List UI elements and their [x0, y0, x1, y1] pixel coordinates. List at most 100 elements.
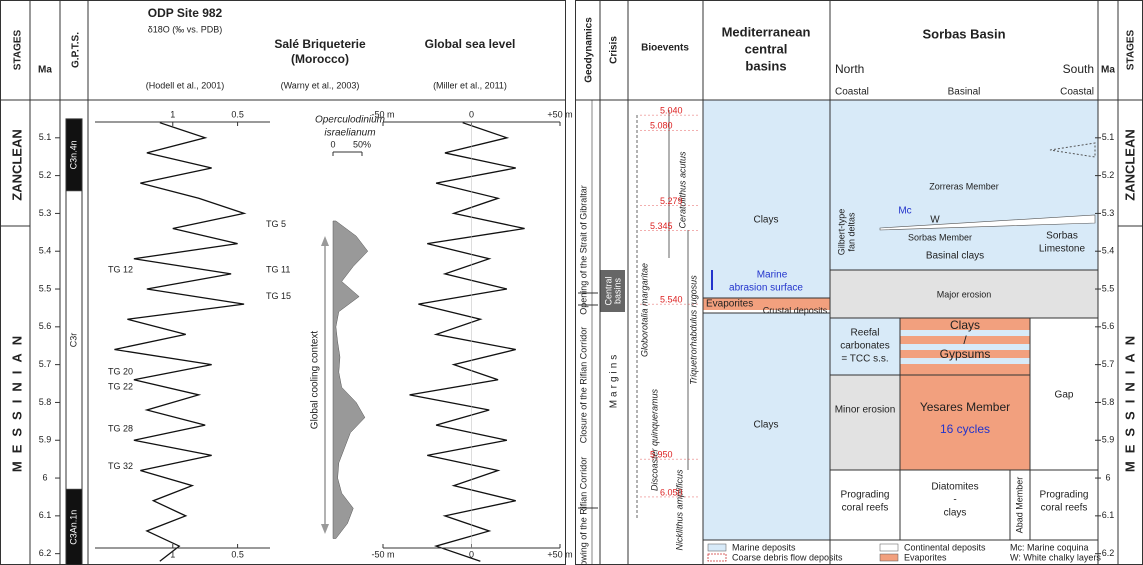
chron-label: C3r [68, 333, 78, 348]
x-tick-label: +50 m [547, 549, 572, 559]
evaporite-fill [900, 375, 1030, 470]
header: (Miller et al., 2011) [433, 80, 507, 90]
header: Ma [1101, 65, 1115, 76]
unit-label: Diatomites [931, 482, 978, 493]
x-tick-label: 1 [170, 109, 175, 119]
header: Salé Briqueterie [274, 37, 366, 51]
x-tick-label: -50 m [371, 109, 394, 119]
legend-swatch [707, 553, 727, 562]
marine-fill [703, 100, 830, 298]
header: STAGES [1126, 29, 1137, 70]
species: Triquetrorhabdulus rugosus [688, 275, 698, 385]
unit-label: - [953, 495, 956, 506]
unit-label: Prograding [841, 490, 890, 501]
facies-fills [600, 100, 1098, 540]
unit-label: Mc [898, 206, 911, 217]
event-label: TG 22 [108, 382, 133, 392]
unit-label: Gilbert-type [836, 209, 846, 256]
ma-label: 6 [1105, 472, 1110, 482]
legend-label: Evaporites [904, 552, 947, 562]
bioevent-age: 5.950 [650, 450, 673, 460]
ma-label: 6.2 [39, 548, 52, 558]
headers: STAGES Ma G.P.T.S. ODP Site 982 δ18O (‰ … [13, 6, 1137, 97]
header: (Hodell et al., 2001) [146, 80, 225, 90]
legend-label: Continental deposits [904, 542, 986, 552]
unit-label: coral reefs [842, 503, 889, 514]
ma-label: 5.3 [1102, 208, 1115, 218]
unit-label: Gypsums [940, 347, 991, 361]
plots: 5.1 5.1 5.2 5.2 5.3 5.3 5.4 5.4 5.5 5.5 5.6 5.6 5.7 5… [39, 105, 1115, 565]
unit-label: Clays [753, 215, 778, 226]
stage: MESSINIAN [9, 328, 24, 472]
ma-label: 5.1 [1102, 132, 1115, 142]
ma-label: 5.9 [1102, 435, 1115, 445]
geo-event: Closure of the Rifian Corridor [578, 327, 588, 444]
chron [65, 488, 83, 565]
unit-label: abrasion surface [729, 283, 803, 294]
header: (Warny et al., 2003) [281, 80, 360, 90]
unit-label: / [963, 333, 967, 347]
event-label: TG 32 [108, 461, 133, 471]
bioevent-age: 5.080 [650, 121, 673, 131]
unit-label: Gap [1055, 390, 1074, 401]
ma-label: 5.4 [39, 246, 52, 256]
context: Global cooling context [310, 331, 321, 430]
evaporite-fill [703, 298, 830, 310]
header: δ18O (‰ vs. PDB) [148, 24, 223, 34]
header: central [745, 41, 788, 56]
ma-label: 5.6 [39, 321, 52, 331]
header: STAGES [13, 29, 24, 70]
species: Discoaster quinqueramus [649, 388, 659, 491]
ma-label: 5.7 [39, 359, 52, 369]
stripe [900, 330, 1030, 336]
ma-label: 5.8 [39, 397, 52, 407]
ma-label: 5.6 [1102, 321, 1115, 331]
chron-label: C3An.1n [68, 510, 78, 545]
legend-label: W: White chalky layers [1010, 552, 1101, 562]
event-label: TG 11 [266, 264, 290, 274]
ma-label: 5.2 [39, 170, 52, 180]
ma-label: 5.3 [39, 208, 52, 218]
header: Bioevents [641, 43, 689, 54]
curve [409, 122, 525, 562]
unit-label: Sorbas Member [908, 232, 972, 242]
taxon: israelianum [324, 128, 375, 139]
ma-label: 6 [42, 472, 47, 482]
bioevent-age: 5.345 [650, 221, 673, 231]
crisis-label: Central [603, 276, 613, 305]
header: North [835, 62, 864, 76]
geo-event: Narrowing of the Rifian Corridor [578, 457, 588, 565]
header: Geodynamics [584, 17, 595, 83]
marine-fill [703, 313, 830, 540]
taxon: Operculodinium [315, 115, 385, 126]
unit-label: Marine [757, 270, 788, 281]
stage: ZANCLEAN [9, 129, 24, 201]
x-tick-label: 0 [469, 549, 474, 559]
unit-label: Clays [753, 420, 778, 431]
ma-label: 5.2 [1102, 170, 1115, 180]
unit-label: Clays [950, 318, 980, 332]
x-tick-label: -50 m [371, 549, 394, 559]
unit-label: Basinal clays [926, 251, 984, 262]
x-tick-label: 50% [353, 139, 371, 149]
legend-label: Marine deposits [732, 542, 796, 552]
species: Globorotalia margaritae [639, 263, 649, 357]
crisis-label: Margins [609, 352, 620, 409]
marine-fill [830, 318, 900, 375]
unit-label: Reefal [851, 328, 880, 339]
marine-fill [830, 100, 1098, 270]
bioevent-age: 5.540 [660, 295, 683, 305]
x-tick-label: 0 [469, 109, 474, 119]
legend-swatch [879, 553, 899, 562]
header: (Morocco) [291, 52, 349, 66]
event-label: TG 15 [266, 291, 291, 301]
erosion-fill [830, 375, 900, 470]
x-tick-label: 0.5 [231, 109, 244, 119]
species: Ceratolithus acutus [677, 151, 687, 229]
unit-label: Limestone [1039, 244, 1086, 255]
species: Nicklithus amplificus [674, 469, 684, 551]
header: Coastal [835, 87, 869, 98]
header: Mediterranean [722, 24, 811, 39]
arrowhead [321, 524, 329, 534]
arrowhead [321, 236, 329, 246]
